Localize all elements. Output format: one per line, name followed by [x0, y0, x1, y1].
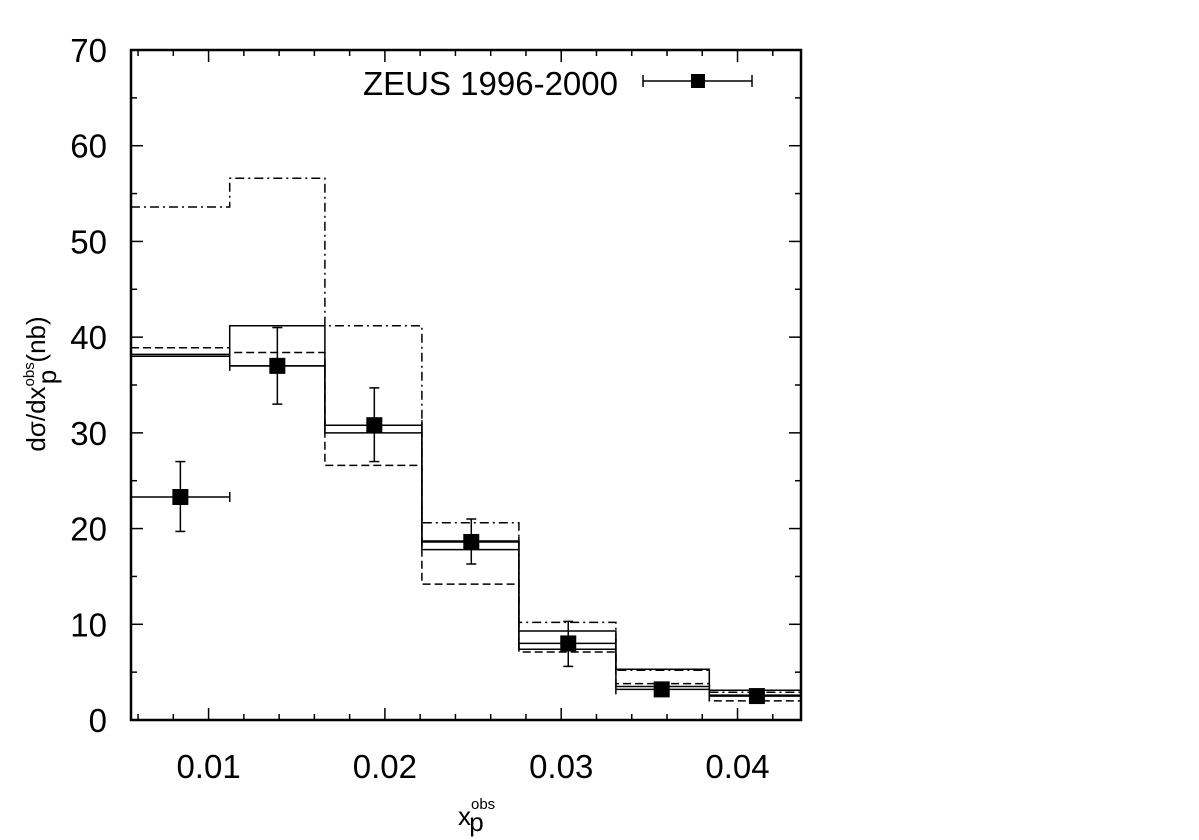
legend: ZEUS 1996-2000 — [363, 65, 753, 102]
y-axis-label: dσ/dxobsp (nb) — [21, 316, 62, 451]
y-tick-label: 50 — [70, 223, 107, 260]
data-marker — [463, 533, 480, 550]
legend-marker — [691, 74, 705, 88]
y-tick-label: 40 — [70, 319, 107, 356]
tick-labels: 0.01 0.02 0.03 0.04 0 10 20 30 40 50 60 70 — [70, 32, 769, 785]
y-tick-label: 30 — [70, 415, 107, 452]
y-tick-label: 70 — [70, 32, 107, 69]
legend-label: ZEUS 1996-2000 — [363, 65, 618, 102]
histogram-dashed-2 — [131, 346, 801, 702]
x-tick-label: 0.03 — [529, 748, 593, 785]
x-tick-label: 0.04 — [705, 748, 769, 785]
y-label-post: (nb) — [21, 316, 51, 369]
y-label-sup: obs — [21, 362, 38, 386]
data-marker — [560, 635, 577, 652]
x-tick-label: 0.01 — [176, 748, 240, 785]
data-point — [324, 387, 423, 463]
svg-text:dσ/dxobsp (nb): dσ/dxobsp (nb) — [21, 316, 62, 451]
y-label-pre: dσ/dx — [21, 386, 51, 451]
data-point — [228, 326, 326, 405]
x-label-sub: p — [469, 807, 483, 837]
x-axis-label: xobs p — [458, 796, 495, 837]
data-marker — [172, 488, 189, 505]
data-marker — [748, 688, 765, 705]
data-point — [518, 620, 617, 668]
data-point — [421, 518, 520, 565]
x-label-sup: obs — [471, 796, 495, 813]
y-tick-label: 20 — [70, 511, 107, 548]
data-marker — [653, 681, 670, 698]
histogram-curves — [131, 177, 801, 702]
data-points — [130, 326, 802, 705]
y-tick-label: 60 — [70, 128, 107, 165]
x-tick-label: 0.02 — [353, 748, 417, 785]
y-tick-label: 10 — [70, 606, 107, 643]
data-point — [615, 681, 711, 698]
data-marker — [269, 357, 286, 374]
histogram-solid-0 — [131, 324, 801, 696]
svg-text:xobsp: xobs p — [458, 796, 495, 837]
data-point — [130, 460, 231, 533]
y-tick-label: 0 — [89, 702, 107, 739]
axis-ticks — [131, 49, 801, 721]
x-label-base: x — [458, 801, 471, 831]
plot-frame — [129, 48, 803, 722]
y-label-sub: p — [32, 370, 62, 384]
histogram-dashdot-3 — [131, 177, 801, 693]
data-marker — [366, 417, 383, 434]
